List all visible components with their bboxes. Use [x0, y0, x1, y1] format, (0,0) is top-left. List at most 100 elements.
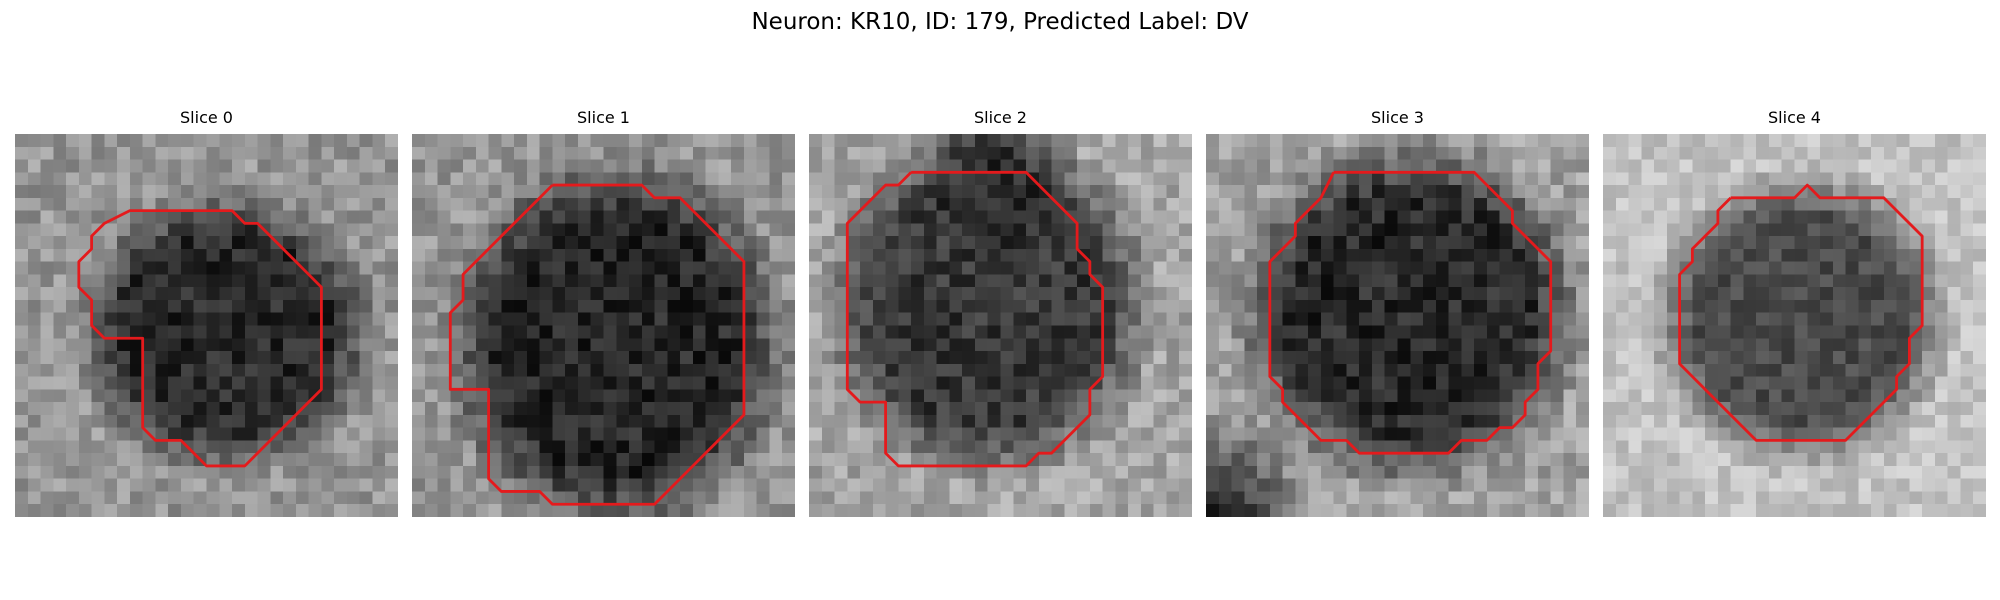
pixel — [667, 248, 681, 262]
pixel — [1231, 223, 1245, 237]
pixel — [463, 146, 477, 160]
pixel — [346, 185, 360, 199]
pixel — [1218, 440, 1232, 454]
pixel — [244, 287, 258, 301]
pixel — [1269, 453, 1283, 467]
pixel — [66, 504, 80, 517]
pixel — [295, 491, 309, 505]
pixel — [756, 236, 770, 250]
pixel — [1666, 427, 1680, 441]
pixel — [1973, 312, 1986, 326]
pixel — [1231, 338, 1245, 352]
pixel — [885, 261, 899, 275]
pixel — [1666, 274, 1680, 288]
pixel — [847, 465, 861, 479]
pixel — [1871, 146, 1885, 160]
pixel — [1179, 236, 1192, 250]
pixel — [782, 440, 795, 454]
pixel — [731, 312, 745, 326]
pixel — [270, 134, 284, 148]
pixel — [1140, 159, 1154, 173]
pixel — [1628, 197, 1642, 211]
pixel — [193, 248, 207, 262]
pixel — [962, 402, 976, 416]
pixel — [463, 338, 477, 352]
pixel — [680, 338, 694, 352]
pixel — [1743, 210, 1757, 224]
pixel — [283, 376, 297, 390]
pixel — [270, 465, 284, 479]
pixel — [809, 440, 823, 454]
pixel — [1973, 363, 1986, 377]
pixel — [743, 376, 757, 390]
pixel — [1550, 338, 1564, 352]
pixel — [860, 325, 874, 339]
pixel — [565, 325, 579, 339]
pixel — [1576, 427, 1589, 441]
pixel — [1026, 223, 1040, 237]
pixel — [1563, 261, 1577, 275]
pixel — [1550, 363, 1564, 377]
pixel — [1346, 504, 1360, 517]
pixel — [616, 223, 630, 237]
pixel — [1615, 453, 1629, 467]
pixel — [1947, 236, 1961, 250]
pixel — [1858, 427, 1872, 441]
pixel — [834, 351, 848, 365]
pixel — [346, 134, 360, 148]
pixel — [244, 363, 258, 377]
pixel — [1179, 478, 1192, 492]
pixel — [577, 185, 591, 199]
pixel — [1295, 389, 1309, 403]
pixel — [1448, 491, 1462, 505]
pixel — [1525, 325, 1539, 339]
pixel — [424, 414, 438, 428]
pixel — [514, 325, 528, 339]
pixel — [1166, 274, 1180, 288]
pixel — [1525, 440, 1539, 454]
pixel — [1115, 351, 1129, 365]
pixel — [1269, 504, 1283, 517]
pixel — [1756, 287, 1770, 301]
pixel — [692, 172, 706, 186]
pixel — [962, 172, 976, 186]
pixel — [756, 389, 770, 403]
slice-panel-2: Slice 2 — [809, 108, 1192, 517]
pixel — [987, 299, 1001, 313]
pixel — [1077, 159, 1091, 173]
pixel — [847, 351, 861, 365]
pixel — [1947, 376, 1961, 390]
pixel — [437, 210, 451, 224]
pixel — [1000, 363, 1014, 377]
pixel — [1026, 402, 1040, 416]
pixel — [1166, 325, 1180, 339]
pixel — [731, 478, 745, 492]
pixel — [1346, 414, 1360, 428]
pixel — [1257, 427, 1271, 441]
pixel — [1179, 363, 1192, 377]
pixel — [1461, 197, 1475, 211]
pixel — [1384, 210, 1398, 224]
pixel — [104, 134, 118, 148]
pixel — [1282, 414, 1296, 428]
pixel — [1231, 389, 1245, 403]
pixel — [1461, 338, 1475, 352]
pixel — [1038, 159, 1052, 173]
pixel — [104, 465, 118, 479]
pixel — [346, 376, 360, 390]
pixel — [1102, 248, 1116, 262]
pixel — [334, 351, 348, 365]
pixel — [629, 325, 643, 339]
pixel — [488, 453, 502, 467]
pixel — [1781, 236, 1795, 250]
pixel — [1525, 210, 1539, 224]
pixel — [180, 491, 194, 505]
pixel — [1474, 453, 1488, 467]
pixel — [1308, 338, 1322, 352]
pixel — [1282, 261, 1296, 275]
pixel — [1641, 159, 1655, 173]
pixel — [1384, 287, 1398, 301]
pixel — [1563, 440, 1577, 454]
pixel — [1794, 172, 1808, 186]
pixel — [193, 134, 207, 148]
